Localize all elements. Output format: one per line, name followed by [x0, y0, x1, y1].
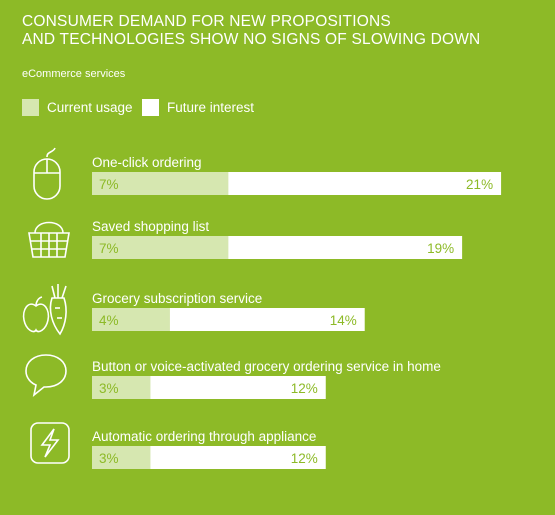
category-label: Saved shopping list [92, 219, 209, 234]
bar-current-usage [92, 236, 229, 259]
data-label-future: 12% [291, 381, 318, 396]
bar-current-usage [92, 446, 151, 469]
category-label: Grocery subscription service [92, 291, 262, 306]
chart-title-line-2: AND TECHNOLOGIES SHOW NO SIGNS OF SLOWIN… [22, 31, 481, 48]
chart-title-line-1: CONSUMER DEMAND FOR NEW PROPOSITIONS [22, 13, 391, 30]
data-label-future: 12% [291, 451, 318, 466]
legend-future-interest: Future interest [142, 98, 254, 116]
data-label-current: 7% [99, 177, 119, 192]
data-label-current: 7% [99, 241, 119, 256]
legend-current-usage: Current usage [22, 98, 133, 116]
legend-swatch-current [22, 98, 39, 116]
chart-title: CONSUMER DEMAND FOR NEW PROPOSITIONS AND… [22, 13, 480, 49]
bar-current-usage [92, 376, 151, 399]
data-label-future: 19% [427, 241, 454, 256]
data-label-future: 21% [466, 177, 493, 192]
legend-swatch-future [142, 98, 159, 116]
legend-label-future: Future interest [167, 99, 255, 115]
chart-subtitle: eCommerce services [22, 68, 126, 80]
lightning-appliance-icon [30, 422, 70, 464]
basket-icon [28, 221, 70, 258]
bar-current-usage [92, 172, 229, 195]
category-label: One-click ordering [92, 155, 202, 170]
bar-current-usage [92, 308, 170, 331]
fruit-vegetable-icon [22, 284, 67, 336]
data-label-current: 4% [99, 313, 119, 328]
legend-label-current: Current usage [47, 99, 133, 115]
category-label: Button or voice-activated grocery orderi… [92, 359, 441, 374]
category-label: Automatic ordering through appliance [92, 429, 316, 444]
data-label-current: 3% [99, 381, 119, 396]
speech-bubble-icon [25, 354, 67, 397]
data-label-current: 3% [99, 451, 119, 466]
data-label-future: 14% [330, 313, 357, 328]
mouse-icon [33, 147, 61, 200]
